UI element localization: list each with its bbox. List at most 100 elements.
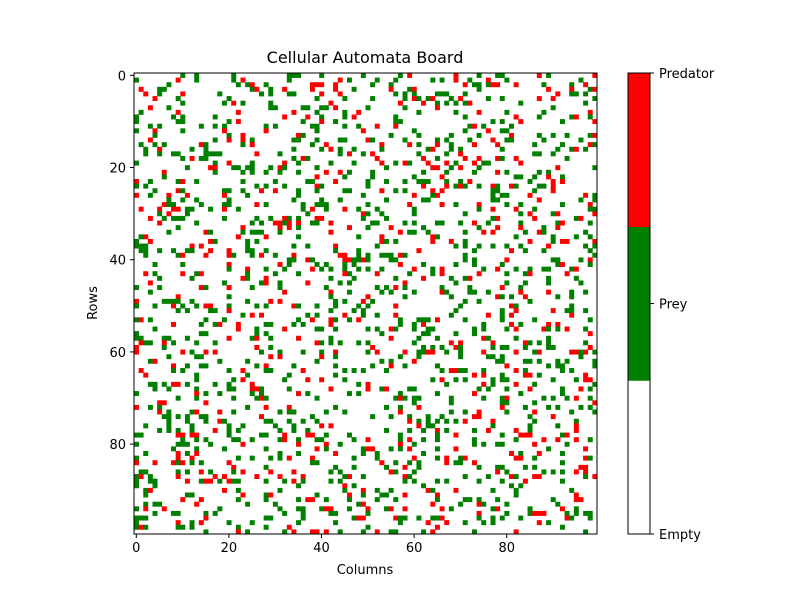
- board-cell: [476, 73, 482, 78]
- board-cell: [583, 326, 589, 332]
- board-cell: [430, 377, 436, 383]
- board-cell: [319, 215, 325, 221]
- board-cell: [573, 469, 579, 475]
- board-cell: [296, 391, 302, 397]
- board-cell: [189, 455, 195, 461]
- board-cell: [305, 280, 311, 286]
- board-cell: [314, 262, 320, 267]
- board-cell: [536, 229, 542, 235]
- board-cell: [379, 252, 385, 258]
- board-cell: [397, 262, 403, 267]
- board-cell: [208, 165, 214, 171]
- board-cell: [416, 179, 422, 184]
- board-cell: [458, 344, 464, 350]
- board-cell: [448, 96, 454, 102]
- board-cell: [175, 179, 181, 184]
- board-cell: [240, 229, 246, 235]
- board-cell: [411, 289, 417, 295]
- board-cell: [134, 128, 139, 134]
- board-cell: [147, 137, 153, 143]
- board-cell: [360, 211, 366, 217]
- board-cell: [559, 179, 565, 184]
- board-cell: [263, 395, 269, 401]
- board-cell: [180, 179, 186, 184]
- board-cell: [430, 515, 436, 521]
- board-cell: [471, 160, 477, 166]
- board-cell: [569, 487, 575, 493]
- board-cell: [453, 331, 459, 337]
- board-cell: [370, 344, 376, 350]
- board-cell: [490, 215, 496, 221]
- board-cell: [184, 248, 190, 254]
- board-cell: [296, 234, 302, 240]
- board-cell: [518, 100, 524, 106]
- board-cell: [439, 266, 445, 272]
- board-cell: [356, 340, 362, 346]
- board-cell: [485, 474, 491, 480]
- board-cell: [550, 377, 556, 383]
- board-cell: [360, 368, 366, 373]
- board-cell: [272, 252, 278, 258]
- board-cell: [421, 427, 427, 433]
- board-cell: [513, 427, 519, 433]
- board-cell: [194, 197, 200, 203]
- board-cell: [546, 363, 552, 369]
- board-cell: [379, 460, 385, 466]
- board-cell: [439, 188, 445, 194]
- board-cell: [559, 238, 565, 244]
- board-cell: [421, 321, 427, 327]
- board-cell: [194, 179, 200, 184]
- board-cell: [379, 289, 385, 295]
- board-cell: [573, 395, 579, 401]
- board-cell: [180, 262, 186, 267]
- board-cell: [360, 451, 366, 456]
- board-cell: [559, 391, 565, 397]
- board-cell: [175, 308, 181, 314]
- colorbar-tick-label: Predator: [659, 67, 715, 82]
- board-cell: [337, 441, 343, 447]
- board-cell: [217, 91, 223, 97]
- board-cell: [481, 501, 487, 507]
- board-cell: [333, 363, 339, 369]
- board-cell: [430, 487, 436, 493]
- board-cell: [147, 404, 153, 410]
- board-cell: [208, 441, 214, 447]
- board-cell: [485, 220, 491, 226]
- board-cell: [245, 248, 251, 254]
- board-cell: [147, 474, 153, 480]
- board-cell: [573, 418, 579, 424]
- board-cell: [342, 262, 348, 267]
- board-cell: [286, 225, 292, 231]
- board-cell: [416, 317, 422, 323]
- board-cell: [425, 418, 431, 424]
- board-cell: [152, 358, 158, 364]
- board-cell: [462, 82, 468, 88]
- board-cell: [300, 132, 306, 138]
- board-cell: [467, 123, 473, 129]
- board-cell: [203, 363, 209, 369]
- board-cell: [578, 386, 584, 392]
- board-cell: [309, 317, 315, 323]
- board-cell: [550, 497, 556, 503]
- board-cell: [583, 146, 589, 152]
- board-cell: [522, 340, 528, 346]
- board-cell: [513, 368, 519, 373]
- board-cell: [231, 165, 237, 171]
- board-cell: [138, 86, 144, 92]
- board-cell: [203, 478, 209, 484]
- board-cell: [194, 446, 200, 452]
- board-cell: [569, 266, 575, 272]
- board-cell: [342, 483, 348, 489]
- board-cell: [532, 381, 538, 387]
- board-cell: [476, 409, 482, 415]
- board-cell: [592, 474, 598, 480]
- board-cell: [513, 114, 519, 120]
- board-cell: [384, 386, 389, 392]
- board-cell: [277, 165, 283, 171]
- board-cell: [323, 105, 329, 111]
- board-cell: [393, 188, 399, 194]
- board-cell: [323, 446, 329, 452]
- board-cell: [217, 409, 223, 415]
- board-cell: [291, 91, 297, 97]
- board-cell: [277, 285, 283, 291]
